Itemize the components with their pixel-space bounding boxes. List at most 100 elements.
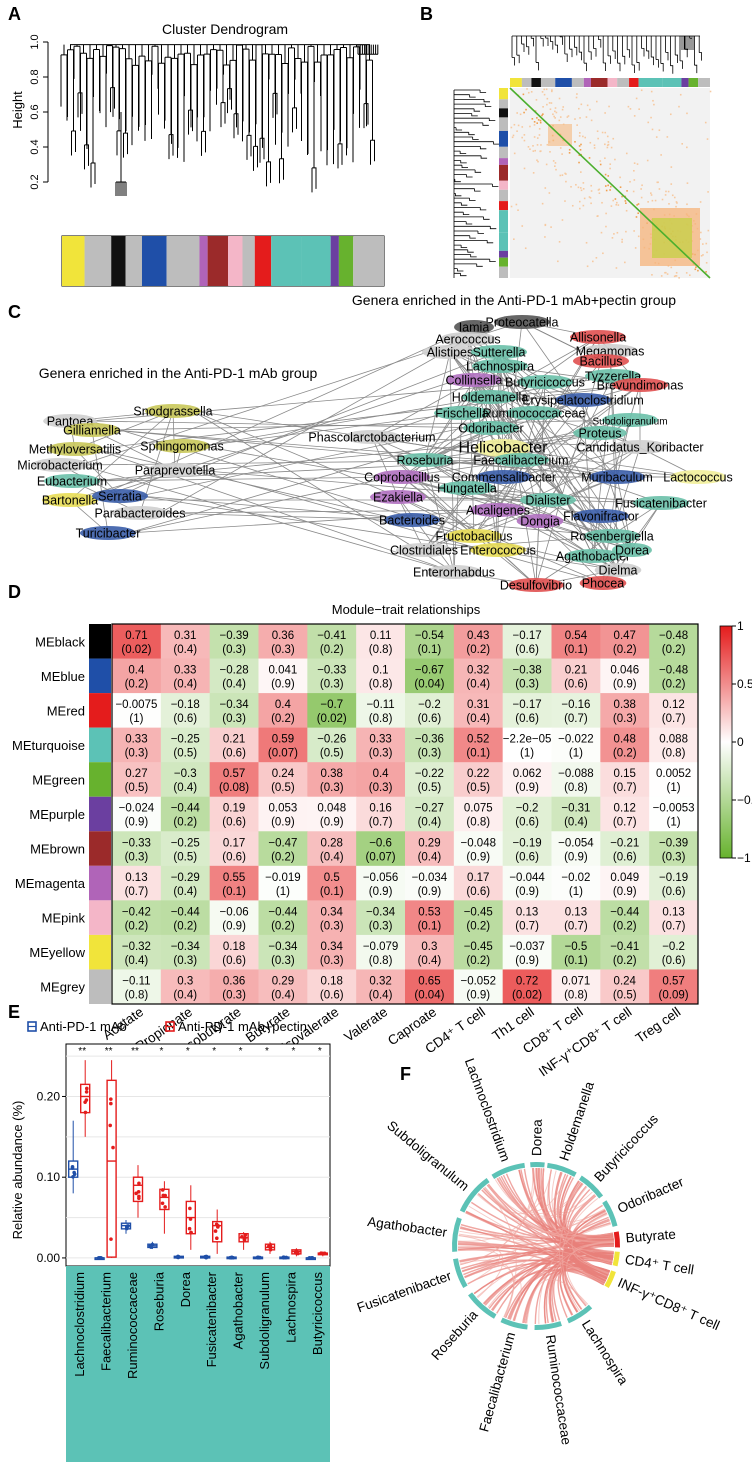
tom-cell	[614, 198, 617, 200]
tom-cell	[567, 115, 570, 117]
network-node: Dielma	[594, 563, 642, 578]
left-color-block	[499, 108, 508, 118]
heatmap-row-label: MEpurple	[29, 807, 85, 822]
network-edge	[502, 447, 699, 478]
heatmap-cell	[405, 658, 455, 694]
network-node-ellipse	[493, 453, 549, 467]
heatmap-cell	[502, 865, 552, 901]
heatmap-cell	[258, 934, 308, 970]
heatmap-cell-value: 0.29	[272, 975, 294, 987]
top-color-block	[617, 78, 630, 87]
tom-cell	[559, 116, 562, 118]
heatmap-cell-pvalue: (0.3)	[320, 782, 344, 794]
x-category-label: Roseburia	[151, 1271, 166, 1331]
module-color-block	[242, 236, 255, 286]
network-node-label: Fusicatenibacter	[615, 497, 707, 511]
network-node-ellipse	[573, 354, 629, 368]
heatmap-cell-pvalue: (0.4)	[466, 713, 490, 725]
tom-cell	[604, 143, 606, 146]
tom-cell	[665, 190, 667, 193]
tom-cell	[702, 243, 704, 245]
top-color-block	[540, 78, 556, 87]
tom-cell	[590, 184, 593, 187]
tom-cell	[521, 225, 524, 227]
network-edge	[91, 459, 522, 482]
network-node-label: Enterococcus	[460, 544, 536, 558]
heatmap-cell	[649, 624, 699, 660]
network-node-ellipse	[471, 345, 527, 359]
tom-cell	[523, 167, 526, 170]
heatmap-cell-value: 0.3	[177, 975, 193, 987]
heatmap-cell	[209, 727, 259, 763]
network-node: Phascolarctobacterium	[308, 430, 436, 445]
heatmap-cell-value: −0.7	[320, 699, 343, 711]
heatmap-cell	[453, 624, 504, 660]
heatmap-cell	[453, 693, 504, 729]
network-edge	[194, 351, 500, 471]
network-node: Collinsella	[446, 373, 503, 388]
significance-mark: *	[159, 1046, 163, 1057]
tom-cell	[589, 196, 592, 199]
network-node-ellipse	[384, 513, 440, 527]
boxplot-ylabel: Relative abundance (%)	[10, 1101, 25, 1240]
network-node-ellipse	[92, 489, 148, 503]
module-color-block	[301, 236, 331, 286]
network-edge	[94, 384, 641, 450]
tom-cell	[539, 119, 542, 122]
heatmap-cell-value: 0.12	[662, 699, 684, 711]
tom-cell	[545, 163, 548, 166]
chord-label: Butyricicoccus	[591, 1111, 661, 1185]
network-node: Odoribacter	[458, 421, 524, 436]
heatmap-cell-pvalue: (0.4)	[564, 817, 588, 829]
tom-cell	[523, 134, 526, 136]
network-node-ellipse	[374, 470, 430, 484]
network-node: Frischella	[434, 406, 490, 421]
box	[238, 1232, 249, 1250]
heatmap-cell-value: −0.41	[610, 941, 639, 953]
heatmap-cell	[405, 831, 455, 867]
network-edge	[159, 509, 499, 514]
heatmap-cell-pvalue: (1)	[276, 886, 290, 898]
heatmap-cell-pvalue: (0.6)	[173, 713, 197, 725]
tom-cell	[536, 144, 539, 146]
tom-cell	[570, 185, 572, 188]
heatmap-cell-pvalue: (0.3)	[320, 920, 344, 932]
heatmap-cell	[502, 934, 552, 970]
tom-cell	[561, 153, 563, 155]
tom-cell	[597, 137, 599, 140]
tom-cell	[548, 102, 551, 104]
heatmap-cell	[307, 831, 357, 867]
heatmap-cell	[405, 693, 455, 729]
network-edge	[371, 436, 618, 478]
chord-label: Dorea	[529, 1119, 545, 1157]
heatmap-cell	[258, 900, 308, 936]
tom-cell	[607, 184, 609, 187]
data-point	[109, 1237, 113, 1241]
heatmap-cell-value: 0.048	[317, 803, 346, 815]
box	[305, 1256, 316, 1261]
chord-segment	[602, 1200, 618, 1227]
tom-cell	[686, 112, 688, 115]
network-node-label: Odoribacter	[458, 422, 523, 436]
heatmap-cell-pvalue: (0.5)	[271, 782, 295, 794]
network-edge	[533, 412, 619, 571]
heatmap-cell-pvalue: (0.04)	[414, 679, 444, 691]
heatmap-cell-value: −0.54	[415, 630, 445, 642]
heatmap-cell	[600, 865, 650, 901]
heatmap-cell-value: −0.27	[415, 803, 444, 815]
panel-label-c: C	[8, 302, 21, 322]
network-edge	[371, 436, 475, 537]
network-node-label: Desulfovibrio	[500, 579, 572, 593]
heatmap-cell	[502, 831, 552, 867]
tom-cell	[582, 182, 585, 184]
heatmap-row-label: MEgreen	[32, 772, 85, 787]
heatmap-cell-value: 0.43	[467, 630, 489, 642]
chord-link	[571, 1212, 610, 1274]
heatmap-cell	[160, 969, 211, 1005]
data-point	[161, 1193, 166, 1198]
network-node-ellipse	[579, 576, 627, 590]
tom-cell	[658, 188, 661, 190]
tom-cell	[589, 141, 592, 144]
top-color-block	[629, 78, 639, 87]
network-node-ellipse	[602, 413, 658, 427]
